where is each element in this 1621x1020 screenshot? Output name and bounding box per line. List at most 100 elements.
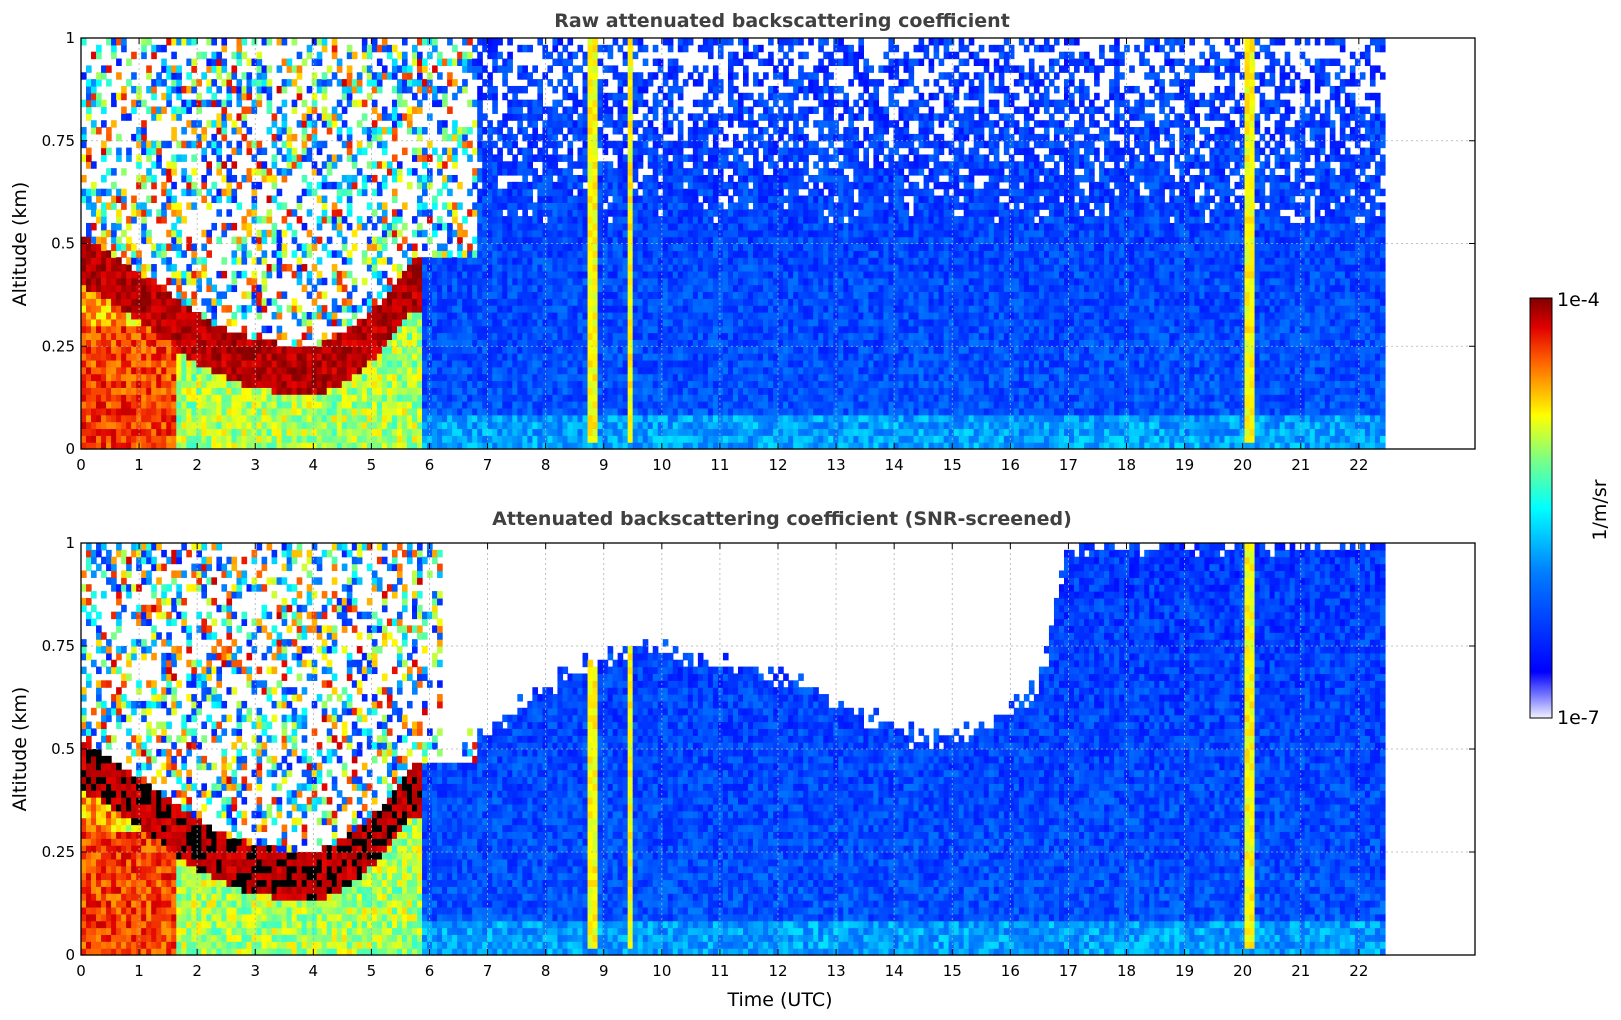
heatmap-cell — [467, 339, 473, 346]
heatmap-cell — [653, 161, 659, 168]
heatmap-cell — [262, 339, 268, 346]
heatmap-cell — [467, 59, 473, 66]
heatmap-cell — [357, 381, 363, 388]
heatmap-cell — [372, 127, 378, 134]
heatmap-cell — [517, 367, 523, 374]
heatmap-cell — [527, 196, 533, 203]
heatmap-cell — [86, 422, 92, 429]
heatmap-cell — [252, 278, 258, 285]
heatmap-cell — [557, 154, 563, 161]
heatmap-cell — [467, 298, 473, 305]
heatmap-cell — [432, 339, 438, 346]
heatmap-cell — [277, 353, 283, 360]
heatmap-cell — [472, 353, 478, 360]
heatmap-cell — [252, 408, 258, 415]
heatmap-cell — [482, 182, 488, 189]
heatmap-cell — [81, 408, 87, 415]
heatmap-cell — [462, 86, 468, 93]
heatmap-cell — [392, 435, 398, 442]
heatmap-cell — [201, 127, 207, 134]
heatmap-cell — [527, 230, 533, 237]
heatmap-cell — [387, 319, 393, 326]
heatmap-cell — [377, 271, 383, 278]
heatmap-cell — [262, 278, 268, 285]
heatmap-cell — [382, 161, 388, 168]
heatmap-cell — [618, 244, 624, 251]
heatmap-cell — [633, 312, 639, 319]
heatmap-cell — [282, 428, 288, 435]
heatmap-cell — [638, 319, 644, 326]
heatmap-cell — [542, 134, 548, 141]
heatmap-cell — [432, 401, 438, 408]
heatmap-cell — [628, 168, 634, 175]
heatmap-cell — [267, 93, 273, 100]
heatmap-cell — [337, 387, 343, 394]
heatmap-cell — [623, 394, 629, 401]
heatmap-cell — [658, 381, 664, 388]
heatmap-cell — [547, 346, 553, 353]
heatmap-cell — [578, 45, 584, 52]
heatmap-cell — [522, 360, 528, 367]
heatmap-cell — [262, 360, 268, 367]
heatmap-cell — [382, 312, 388, 319]
heatmap-cell — [487, 264, 493, 271]
heatmap-cell — [532, 154, 538, 161]
heatmap-cell — [507, 113, 513, 120]
heatmap-cell — [628, 216, 634, 223]
heatmap-cell — [106, 394, 112, 401]
heatmap-cell — [91, 182, 97, 189]
heatmap-cell — [307, 230, 313, 237]
heatmap-cell — [517, 387, 523, 394]
heatmap-cell — [241, 367, 247, 374]
heatmap-cell — [236, 360, 242, 367]
heatmap-cell — [146, 230, 152, 237]
heatmap-cell — [196, 107, 202, 114]
heatmap-cell — [432, 86, 438, 93]
heatmap-cell — [527, 216, 533, 223]
heatmap-cell — [467, 333, 473, 340]
heatmap-cell — [272, 113, 278, 120]
heatmap-cell — [583, 86, 589, 93]
heatmap-cell — [653, 59, 659, 66]
heatmap-cell — [593, 223, 599, 230]
heatmap-cell — [623, 353, 629, 360]
heatmap-cell — [106, 285, 112, 292]
heatmap-cell — [201, 367, 207, 374]
heatmap-cell — [623, 346, 629, 353]
heatmap-cell — [252, 107, 258, 114]
heatmap-cell — [402, 65, 408, 72]
heatmap-cell — [618, 107, 624, 114]
heatmap-cell — [588, 113, 594, 120]
heatmap-cell — [206, 189, 212, 196]
heatmap-cell — [467, 38, 473, 45]
heatmap-cell — [593, 353, 599, 360]
heatmap-cell — [422, 175, 428, 182]
heatmap-cell — [111, 326, 117, 333]
heatmap-cell — [608, 141, 614, 148]
heatmap-cell — [211, 360, 217, 367]
heatmap-cell — [573, 209, 579, 216]
heatmap-cell — [552, 161, 558, 168]
heatmap-cell — [307, 333, 313, 340]
heatmap-cell — [186, 319, 192, 326]
heatmap-cell — [593, 339, 599, 346]
heatmap-cell — [377, 134, 383, 141]
heatmap-cell — [387, 353, 393, 360]
heatmap-cell — [377, 237, 383, 244]
heatmap-cell — [292, 154, 298, 161]
heatmap-cell — [522, 72, 528, 79]
heatmap-cell — [352, 100, 358, 107]
heatmap-cell — [583, 381, 589, 388]
heatmap-cell — [342, 401, 348, 408]
heatmap-cell — [417, 65, 423, 72]
heatmap-cell — [477, 175, 483, 182]
heatmap-cell — [226, 422, 232, 429]
heatmap-cell — [472, 182, 478, 189]
heatmap-cell — [562, 189, 568, 196]
heatmap-cell — [643, 346, 649, 353]
heatmap-cell — [282, 435, 288, 442]
heatmap-cell — [628, 305, 634, 312]
heatmap-cell — [557, 141, 563, 148]
heatmap-cell — [492, 401, 498, 408]
heatmap-cell — [417, 428, 423, 435]
